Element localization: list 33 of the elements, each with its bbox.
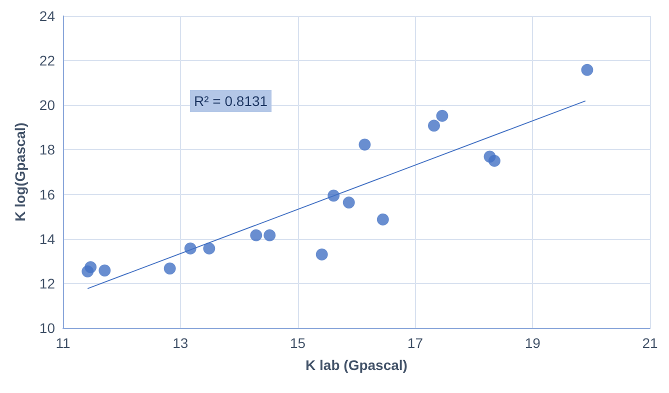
point: [436, 110, 448, 122]
x-axis-title: K lab (Gpascal): [306, 357, 408, 373]
point: [376, 213, 389, 226]
point: [203, 242, 216, 254]
point: [581, 64, 594, 76]
point: [84, 261, 97, 274]
x-tick-label: 21: [642, 335, 658, 351]
x-tick-label: 11: [56, 335, 70, 351]
y-tick-label: 12: [39, 275, 56, 292]
point: [98, 264, 111, 276]
point: [488, 154, 500, 167]
point: [316, 248, 328, 260]
point: [184, 242, 196, 254]
y-tick-label: 24: [39, 8, 56, 24]
point: [164, 262, 176, 274]
point: [328, 190, 340, 202]
y-tick-label: 18: [39, 142, 56, 158]
y-tick-label: 20: [39, 97, 56, 114]
point: [358, 138, 371, 151]
x-tick-label: 17: [407, 335, 424, 351]
annotation: R² = 0.8131: [194, 93, 268, 109]
point: [250, 229, 262, 242]
x-tick-label: 13: [172, 335, 188, 351]
y-tick-label: 14: [39, 230, 56, 247]
point: [342, 196, 355, 209]
point: [264, 229, 276, 242]
y-axis-title: K log(Gpascal): [12, 122, 28, 222]
point: [428, 120, 440, 132]
y-tick-label: 10: [39, 320, 56, 336]
x-tick-label: 19: [524, 335, 541, 351]
y-tick-label: 22: [39, 52, 56, 69]
y-tick-label: 16: [39, 186, 56, 202]
x-tick-label: 15: [290, 335, 306, 351]
